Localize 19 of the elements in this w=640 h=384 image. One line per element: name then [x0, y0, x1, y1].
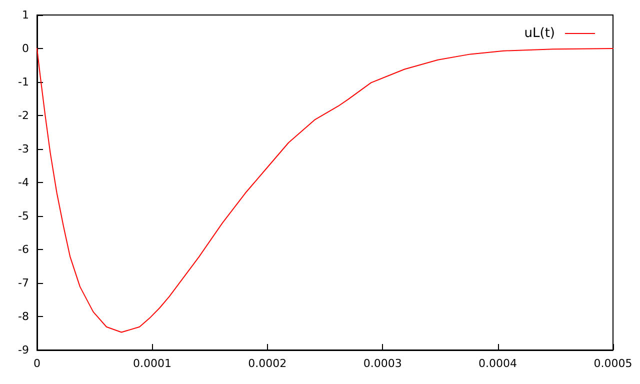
y-tick-label: -9	[18, 344, 29, 356]
x-tick-label: 0.0003	[363, 357, 402, 370]
x-tick-label: 0.0001	[132, 357, 172, 370]
x-tick-label: 0	[34, 357, 40, 370]
y-tick-label: -7	[18, 276, 29, 290]
x-tick-label: 0.0004	[478, 357, 518, 370]
y-tick-label: -4	[18, 176, 29, 189]
y-tick-label: 1	[22, 8, 29, 22]
y-tick-label: -5	[18, 210, 29, 222]
line-series	[36, 48, 614, 333]
y-tick-label: -8	[18, 310, 29, 323]
y-tick-label: -2	[18, 109, 29, 122]
y-tick-label: -3	[18, 142, 29, 156]
legend-label: uL(t)	[524, 26, 555, 41]
y-tick-label: -6	[18, 243, 29, 256]
y-tick-label: -1	[18, 76, 29, 88]
x-tick-label: 0.0002	[248, 357, 287, 370]
x-tick-label: 0.0005	[594, 357, 632, 370]
y-tick-label: 0	[22, 42, 29, 55]
